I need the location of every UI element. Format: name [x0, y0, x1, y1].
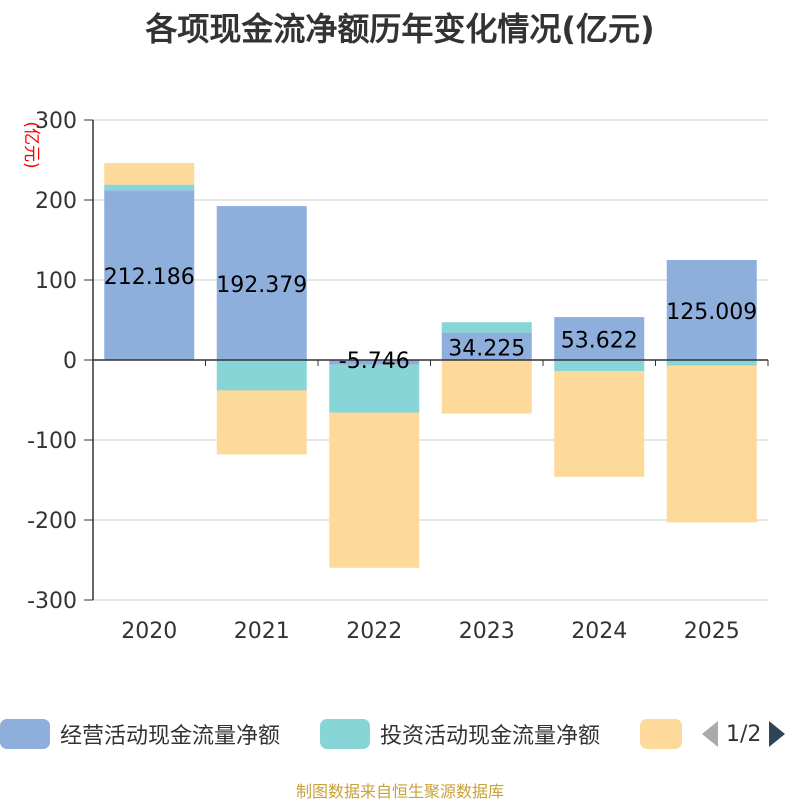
bar-series1-2020: [104, 184, 195, 191]
bar-series0-2025: [666, 259, 757, 360]
legend-item-operating[interactable]: 经营活动现金流量净额: [0, 716, 280, 752]
pager-text: 1/2: [726, 721, 762, 747]
legend-item-investing[interactable]: 投资活动现金流量净额: [320, 716, 600, 752]
y-axis-unit-label: (亿元): [21, 121, 41, 168]
pager-next-icon[interactable]: [767, 719, 787, 749]
y-tick-label: 300: [35, 109, 77, 134]
bar-series2-2020: [104, 163, 195, 185]
bar-series0-2021: [216, 206, 307, 360]
grid-lines: [93, 119, 768, 601]
bar-series0-2024: [554, 317, 645, 360]
legend-swatch-investing: [320, 719, 370, 749]
legend-item-financing[interactable]: [640, 716, 682, 752]
data-labels: 212.186 192.379 -5.746 34.225 53.622 125.009: [104, 265, 757, 374]
x-tick-label: 2023: [459, 619, 515, 644]
y-tick-label: -300: [27, 589, 77, 614]
bar-series1-2024: [554, 360, 645, 372]
bar-series1-2025: [666, 360, 757, 366]
pager-prev-icon[interactable]: [700, 719, 720, 749]
legend-label-investing: 投资活动现金流量净额: [380, 724, 601, 749]
bar-series2-2025: [666, 365, 757, 523]
stacked-bar-chart: 300 200 100 0 -100 -200 -300 2020 2021 2022 2023 20…: [21, 109, 769, 644]
data-label: 192.379: [216, 273, 307, 298]
data-label: -5.746: [339, 349, 410, 374]
bar-series2-2022: [329, 412, 420, 568]
legend-swatch-operating: [0, 719, 50, 749]
y-tick-label: 200: [35, 189, 77, 214]
y-tick-label: -100: [27, 429, 77, 454]
source-note: 制图数据来自恒生聚源数据库: [295, 782, 504, 801]
bar-series1-2022: [329, 364, 420, 413]
x-tick-label: 2022: [346, 619, 402, 644]
bars: [104, 163, 757, 568]
y-tick-label: 100: [35, 269, 77, 294]
data-label: 125.009: [666, 300, 757, 325]
legend-pager: 1/2: [700, 716, 787, 752]
bar-series0-2020: [104, 190, 195, 360]
data-label: 53.622: [561, 329, 638, 354]
legend-swatch-financing: [640, 719, 682, 749]
bar-series2-2023: [441, 360, 532, 414]
bar-series2-2024: [554, 371, 645, 477]
chart-title: 各项现金流净额历年变化情况(亿元): [145, 10, 655, 48]
x-tick-label: 2020: [121, 619, 177, 644]
y-tick-label: -200: [27, 509, 77, 534]
bar-series0-2022: [329, 360, 420, 365]
x-tick-label: 2025: [684, 619, 740, 644]
x-tick-label: 2021: [234, 619, 290, 644]
data-label: 34.225: [448, 336, 525, 361]
bar-series2-2021: [216, 390, 307, 455]
y-tick-label: 0: [63, 349, 77, 374]
bar-series0-2023: [441, 332, 532, 360]
data-label: 212.186: [104, 265, 195, 290]
bar-series1-2021: [216, 360, 307, 391]
bar-series1-2023: [441, 322, 532, 333]
x-tick-label: 2024: [571, 619, 627, 644]
axes: 300 200 100 0 -100 -200 -300 2020 2021 2022 2023 20…: [21, 109, 769, 644]
legend-label-operating: 经营活动现金流量净额: [60, 724, 281, 749]
